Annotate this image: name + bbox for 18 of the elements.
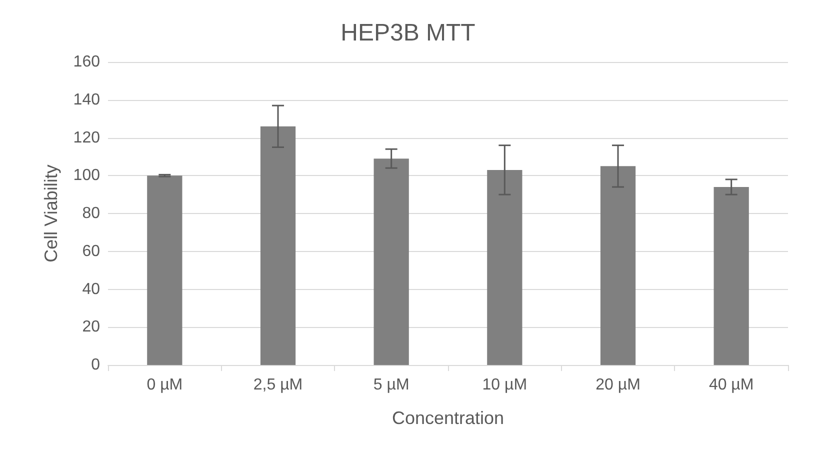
y-tick-label: 0	[91, 356, 100, 374]
y-tick-label: 120	[73, 129, 100, 146]
y-tick-label: 20	[82, 318, 100, 336]
x-tick-label: 40 µM	[708, 376, 754, 394]
y-tick-label: 60	[82, 242, 100, 260]
chart-title: HEP3B MTT	[340, 20, 476, 46]
y-tick-label: 80	[82, 205, 100, 222]
y-tick-label: 140	[73, 91, 100, 108]
y-tick-label: 100	[73, 167, 100, 184]
x-tick-label: 10 µM	[482, 376, 528, 394]
y-tick-label: 40	[82, 280, 100, 298]
y-axis-title: Cell Viability	[41, 164, 61, 262]
x-tick-label: 20 µM	[596, 376, 640, 394]
y-tick-label: 160	[73, 54, 100, 70]
x-axis-title: Concentration	[392, 408, 504, 428]
x-tick-label: 5 µM	[373, 376, 410, 394]
x-tick-label: 2,5 µM	[253, 376, 303, 394]
x-tick-label: 0 µM	[146, 376, 183, 394]
